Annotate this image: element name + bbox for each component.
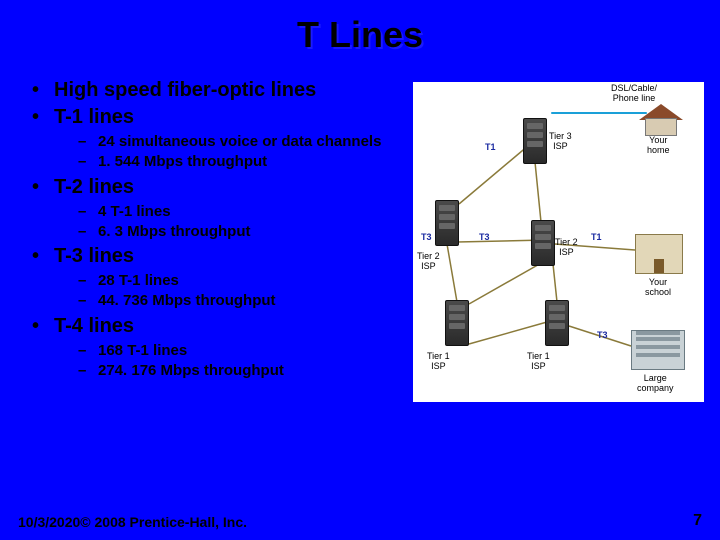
bullet-2-label: T-2 lines: [54, 176, 134, 198]
company-icon: [631, 330, 685, 370]
footer: 10/3/2020© 2008 Prentice-Hall, Inc. 7: [18, 512, 702, 530]
link-label: T1: [485, 142, 496, 152]
diagram-label: Tier 1ISP: [427, 352, 450, 372]
diagram-label: Tier 2ISP: [555, 238, 578, 258]
link-label: T3: [479, 232, 490, 242]
diagram-label: Yourschool: [645, 278, 671, 298]
bullet-1-label: T-1 lines: [54, 106, 134, 128]
bullet-4-sub-0: 168 T-1 lines: [54, 341, 413, 361]
network-diagram: Tier 3ISP Tier 2ISP Tier 2ISP Tier 1ISP Tier…: [413, 82, 704, 402]
bullet-1: T-1 lines 24 simultaneous voice or data …: [18, 105, 413, 173]
footer-left: 10/3/2020© 2008 Prentice-Hall, Inc.: [18, 514, 247, 530]
diagram-label: DSL/Cable/Phone line: [611, 84, 657, 104]
bullet-4: T-4 lines 168 T-1 lines 274. 176 Mbps th…: [18, 314, 413, 382]
link-label: T1: [591, 232, 602, 242]
bullet-column: High speed fiber-optic lines T-1 lines 2…: [18, 78, 413, 402]
slide-title: T Lines: [0, 0, 720, 62]
tier2-isp-left-icon: [435, 200, 459, 246]
link-label: T3: [421, 232, 432, 242]
tier1-isp-left-icon: [445, 300, 469, 346]
bullet-2: T-2 lines 4 T-1 lines 6. 3 Mbps throughp…: [18, 175, 413, 243]
content-row: High speed fiber-optic lines T-1 lines 2…: [0, 62, 720, 402]
bullet-2-sub-1: 6. 3 Mbps throughput: [54, 222, 413, 242]
bullet-0: High speed fiber-optic lines: [18, 78, 413, 103]
bullet-2-sub-0: 4 T-1 lines: [54, 202, 413, 222]
bullet-1-sub-1: 1. 544 Mbps throughput: [54, 152, 413, 172]
school-icon: [635, 234, 683, 274]
bullet-3: T-3 lines 28 T-1 lines 44. 736 Mbps thro…: [18, 244, 413, 312]
bullet-3-label: T-3 lines: [54, 245, 134, 267]
tier2-isp-right-icon: [531, 220, 555, 266]
diagram-label: Yourhome: [647, 136, 670, 156]
bullet-1-sub-0: 24 simultaneous voice or data channels: [54, 132, 413, 152]
bullet-4-label: T-4 lines: [54, 315, 134, 337]
diagram-label: Largecompany: [637, 374, 674, 394]
footer-date: 10/3/2020: [18, 514, 80, 530]
page-number: 7: [693, 512, 702, 530]
diagram-label: Tier 2ISP: [417, 252, 440, 272]
tier1-isp-right-icon: [545, 300, 569, 346]
footer-copyright: © 2008 Prentice-Hall, Inc.: [80, 514, 247, 530]
bullet-3-sub-1: 44. 736 Mbps throughput: [54, 291, 413, 311]
home-icon: [639, 104, 683, 136]
tier3-isp-top-icon: [523, 118, 547, 164]
bullet-3-sub-0: 28 T-1 lines: [54, 271, 413, 291]
diagram-label: Tier 3ISP: [549, 132, 572, 152]
diagram-label: Tier 1ISP: [527, 352, 550, 372]
bullet-4-sub-1: 274. 176 Mbps throughput: [54, 361, 413, 381]
dsl-cable: [551, 112, 647, 114]
link-label: T3: [597, 330, 608, 340]
